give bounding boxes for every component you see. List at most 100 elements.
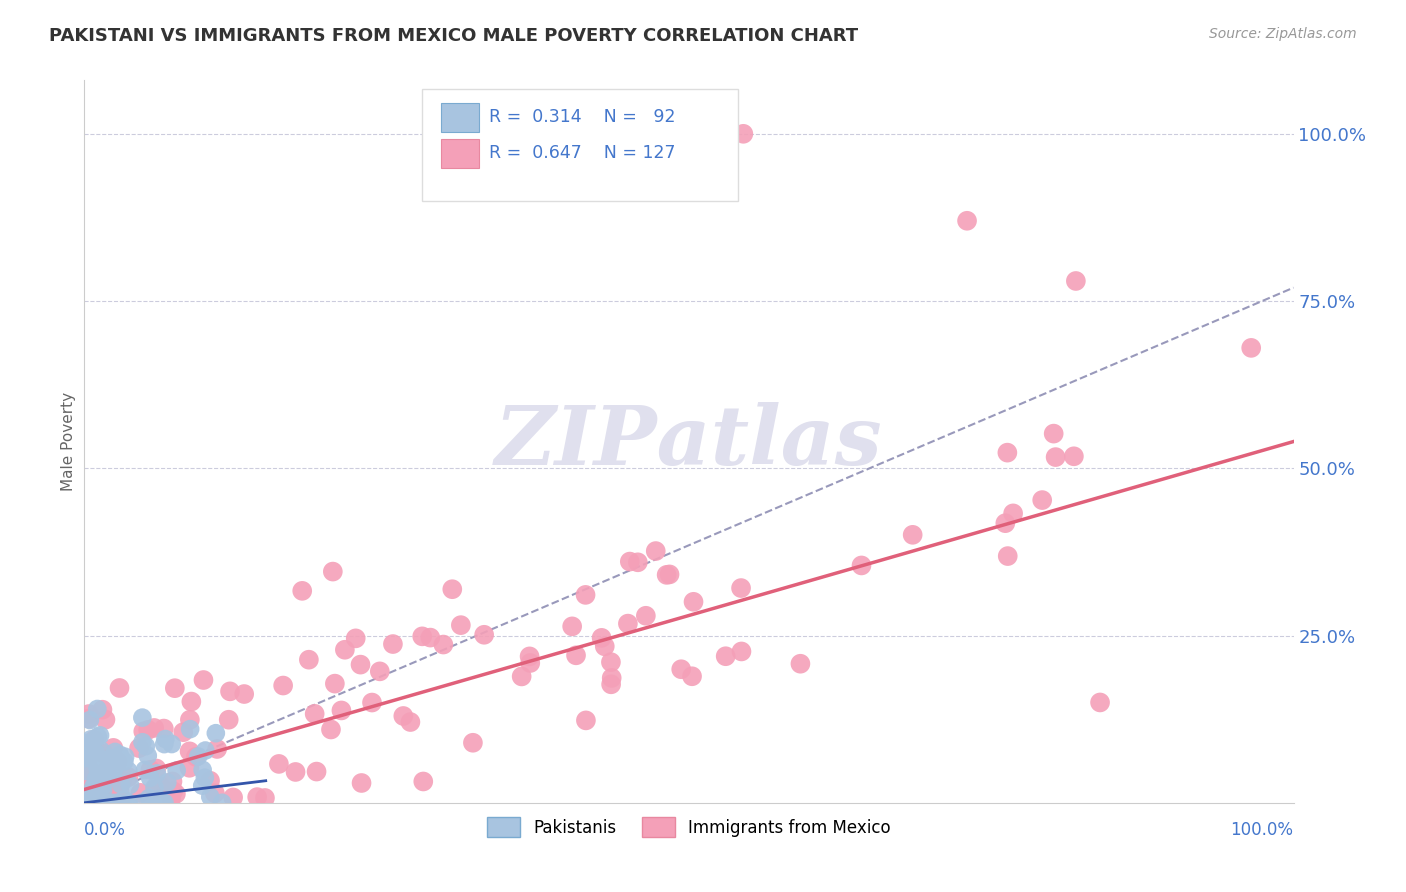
Point	[111, 773, 134, 788]
Point	[561, 619, 583, 633]
Point	[994, 516, 1017, 531]
Point	[730, 581, 752, 595]
Point	[90, 787, 112, 801]
Point	[117, 764, 139, 778]
Point	[84, 746, 107, 760]
Point	[160, 791, 183, 805]
Point	[91, 703, 114, 717]
Point	[84, 772, 107, 787]
Point	[1042, 426, 1064, 441]
Point	[75, 796, 97, 810]
Point	[565, 648, 588, 663]
Point	[714, 649, 737, 664]
Point	[91, 783, 114, 797]
Point	[634, 608, 657, 623]
Point	[90, 772, 112, 786]
Point	[93, 768, 115, 782]
Point	[108, 747, 131, 762]
Point	[135, 739, 157, 754]
Point	[149, 780, 172, 794]
Point	[118, 778, 141, 792]
Text: 0.0%: 0.0%	[84, 821, 127, 838]
Point	[104, 745, 127, 759]
Point	[1002, 507, 1025, 521]
Point	[131, 796, 153, 810]
Point	[82, 796, 104, 810]
Point	[291, 583, 314, 598]
Point	[198, 773, 221, 788]
Point	[180, 695, 202, 709]
Point	[76, 748, 98, 763]
Point	[671, 662, 693, 676]
Point	[84, 788, 107, 802]
Point	[617, 616, 640, 631]
Text: PAKISTANI VS IMMIGRANTS FROM MEXICO MALE POVERTY CORRELATION CHART: PAKISTANI VS IMMIGRANTS FROM MEXICO MALE…	[49, 27, 858, 45]
Point	[75, 736, 97, 750]
Point	[658, 567, 681, 582]
Point	[432, 638, 454, 652]
Point	[995, 445, 1018, 459]
Point	[87, 751, 110, 765]
Point	[600, 655, 623, 669]
Point	[98, 754, 121, 768]
Point	[107, 755, 129, 769]
Point	[211, 796, 233, 810]
Point	[194, 743, 217, 757]
Point	[103, 740, 125, 755]
Point	[441, 582, 464, 597]
Point	[79, 796, 101, 810]
Point	[145, 762, 167, 776]
Point	[76, 753, 98, 767]
Point	[204, 786, 226, 800]
Point	[627, 555, 650, 569]
Point	[112, 755, 135, 769]
Point	[145, 782, 167, 797]
Point	[148, 792, 170, 806]
Point	[87, 730, 110, 744]
Point	[87, 790, 110, 805]
Point	[267, 756, 290, 771]
Point	[411, 629, 433, 643]
Point	[179, 713, 201, 727]
Y-axis label: Male Poverty: Male Poverty	[60, 392, 76, 491]
Point	[392, 709, 415, 723]
Point	[82, 792, 104, 806]
Point	[901, 528, 924, 542]
Point	[91, 756, 114, 771]
Point	[76, 788, 98, 802]
Point	[381, 637, 404, 651]
Point	[117, 770, 139, 784]
Point	[361, 696, 384, 710]
Point	[138, 791, 160, 805]
Point	[461, 736, 484, 750]
Point	[117, 796, 139, 810]
Point	[108, 681, 131, 695]
Point	[591, 631, 613, 645]
Point	[131, 735, 153, 749]
Point	[1031, 493, 1053, 508]
Point	[91, 796, 114, 810]
Point	[1064, 274, 1087, 288]
Point	[94, 713, 117, 727]
Point	[136, 723, 159, 737]
Point	[149, 781, 172, 796]
Point	[110, 793, 132, 807]
Point	[73, 796, 96, 810]
Point	[129, 786, 152, 800]
Point	[323, 676, 346, 690]
Point	[184, 749, 207, 764]
Point	[179, 761, 201, 775]
Point	[153, 737, 176, 751]
Point	[162, 774, 184, 789]
Point	[107, 787, 129, 801]
Point	[89, 780, 111, 794]
Point	[93, 747, 115, 761]
Point	[82, 792, 104, 806]
Point	[200, 789, 222, 804]
Point	[112, 792, 135, 806]
Point	[194, 771, 217, 785]
Point	[322, 565, 344, 579]
Point	[412, 774, 434, 789]
Point	[350, 776, 373, 790]
Point	[101, 766, 124, 780]
